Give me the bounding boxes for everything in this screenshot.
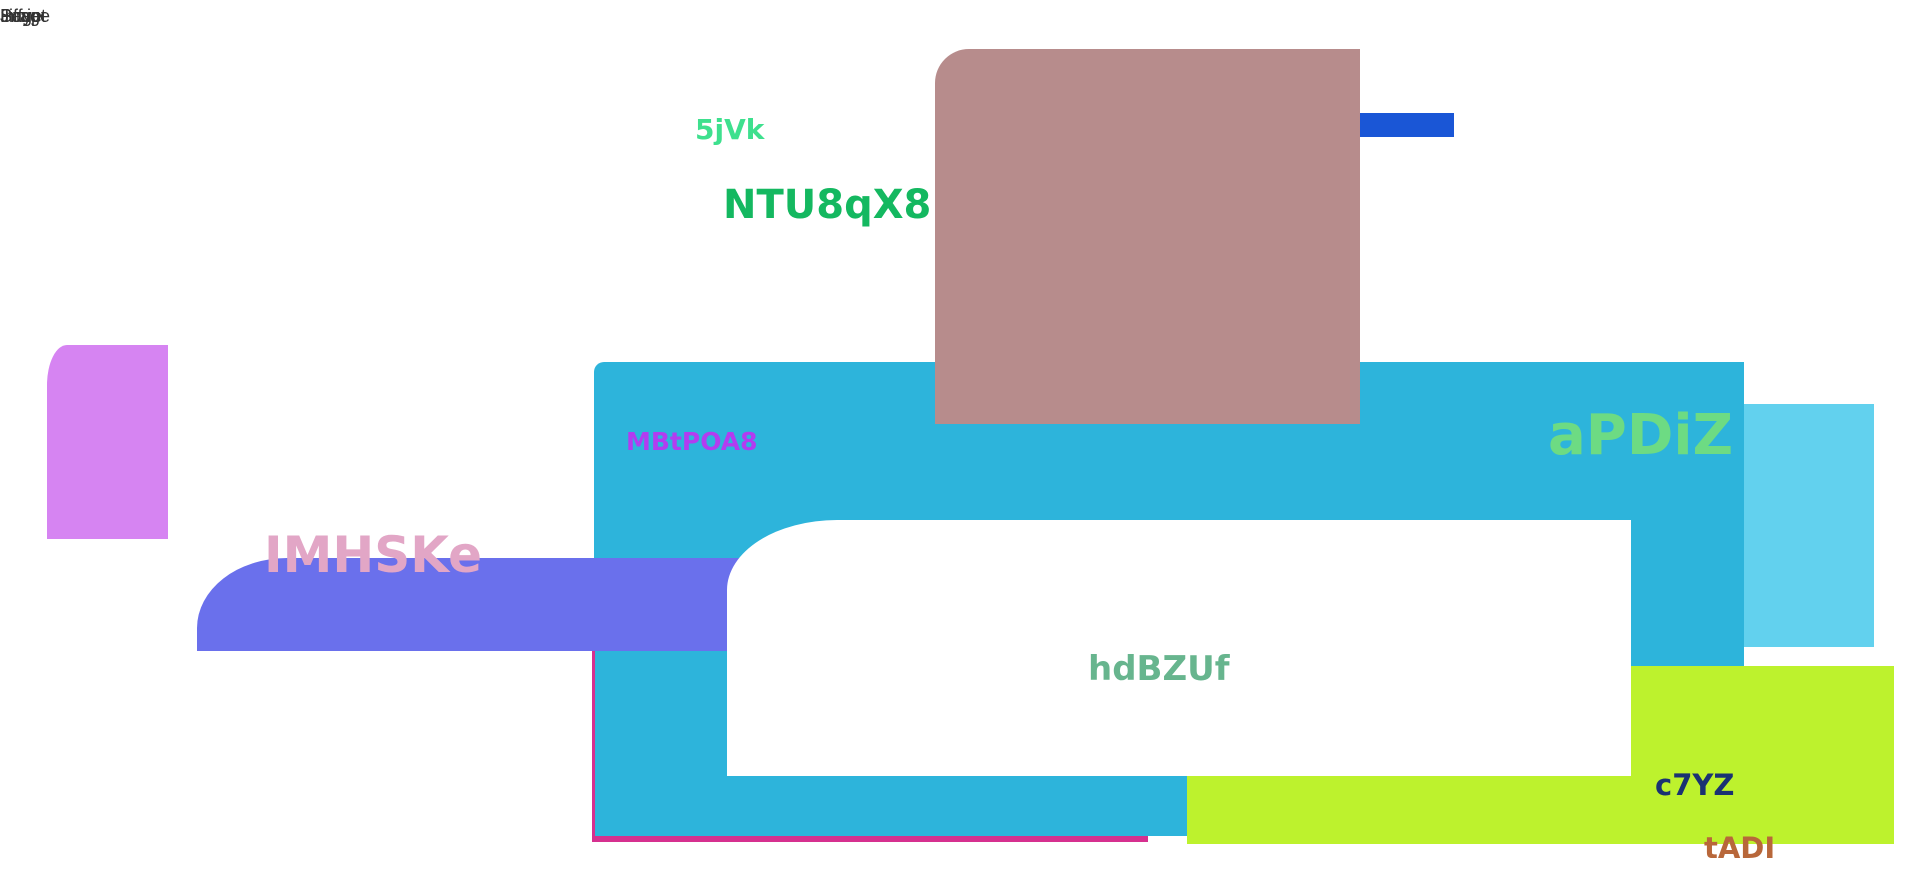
blue-bar	[1360, 113, 1454, 137]
white-panel	[727, 520, 1631, 776]
violet-block	[47, 345, 168, 539]
magenta-line	[592, 836, 1148, 842]
label-ntu8qx8: NTU8qX8	[723, 182, 932, 228]
corner-label-jiffy: Jiffy	[0, 6, 32, 26]
label-hdbzuf: hdBZUf	[1088, 649, 1230, 689]
brown-block	[935, 49, 1360, 424]
corner-label-image: Image	[0, 6, 51, 26]
label-imhske: IMHSKe	[264, 526, 482, 584]
light-cyan-block	[1744, 404, 1874, 647]
corner-label-page: Page	[0, 6, 43, 26]
label-tadi: tADI	[1704, 831, 1776, 865]
magenta-side	[592, 640, 595, 840]
label-5jvk: 5jVk	[695, 113, 765, 146]
label-mbtpoa8: MBtPOA8	[626, 427, 758, 456]
indigo-pill	[197, 558, 757, 651]
label-apdiz: aPDiZ	[1548, 403, 1734, 468]
corner-label-script: Script	[0, 6, 47, 26]
label-c7yz: c7YZ	[1655, 768, 1735, 802]
